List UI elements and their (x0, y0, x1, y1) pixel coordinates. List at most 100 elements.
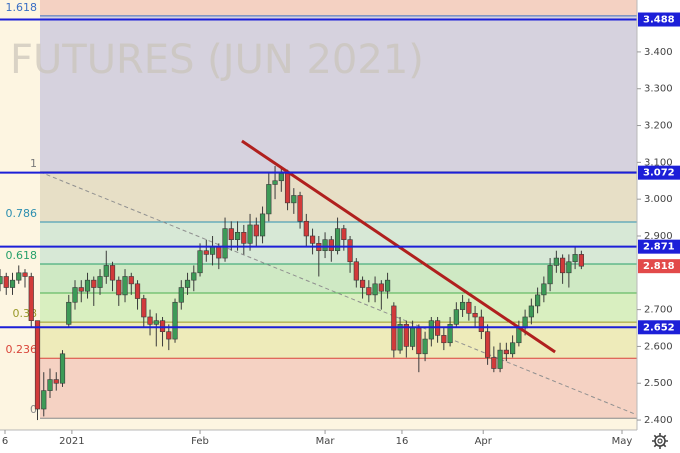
candle-body (34, 320, 41, 410)
x-tick-label: Mar (316, 436, 336, 447)
x-tick-label: Apr (475, 436, 493, 447)
candle-body (134, 283, 141, 299)
candle-body (84, 279, 91, 292)
candle-body (309, 235, 316, 244)
candle-body (116, 279, 122, 296)
candle-body (178, 287, 184, 303)
candle-body (409, 327, 416, 347)
fib-label: 0.786 (6, 207, 38, 220)
candle-body (103, 265, 109, 277)
candle-body (122, 276, 128, 296)
candle-body (553, 257, 559, 266)
candle-body (28, 276, 34, 321)
candle-body (291, 195, 297, 204)
y-tick-label: 3.400 (644, 47, 673, 58)
candle-body (547, 265, 553, 285)
x-tick-label: May (612, 436, 633, 447)
candle-body (172, 301, 178, 340)
level-tag-label: 3.488 (643, 15, 675, 26)
candle-body (272, 180, 278, 185)
candle-body (453, 309, 459, 325)
gear-teeth (652, 433, 668, 449)
y-tick-label: 2.600 (644, 341, 673, 352)
candle-body (91, 279, 97, 288)
candle-body (541, 283, 547, 296)
price-axis (637, 0, 680, 453)
candle-body (535, 294, 541, 307)
candle-body (428, 320, 434, 340)
candle-body (47, 379, 53, 391)
fib-zone (40, 0, 637, 16)
fib-zone (40, 171, 637, 222)
fib-label: 1 (30, 157, 37, 170)
candle-body (72, 287, 78, 303)
fib-label: 0.618 (6, 249, 38, 262)
settings-icon[interactable] (652, 433, 668, 449)
y-tick-label: 3.000 (644, 194, 673, 205)
fib-label: 0 (30, 403, 37, 416)
candle-body (341, 228, 347, 240)
candle-body (166, 331, 172, 340)
y-tick-label: 2.400 (644, 415, 673, 426)
candle-body (353, 261, 359, 281)
candle-body (459, 301, 466, 310)
candle-body (297, 195, 303, 222)
candle-body (159, 320, 166, 333)
candle-body (78, 287, 84, 292)
y-tick-label: 3.300 (644, 84, 673, 95)
candle-body (528, 305, 534, 318)
level-tag-label: 2.871 (643, 242, 675, 253)
candle-body (416, 327, 422, 355)
candle-body (141, 298, 147, 318)
level-tag (638, 12, 680, 27)
candle-body (3, 276, 9, 288)
y-tick-label: 2.900 (644, 231, 673, 242)
candle-body (184, 279, 191, 288)
last-price-label: 2.818 (643, 261, 675, 272)
candle-body (266, 184, 272, 215)
candle-body (472, 312, 478, 318)
candle-body (209, 246, 216, 255)
candle-body (259, 213, 266, 237)
level-tag-label: 2.652 (643, 322, 675, 333)
y-tick-label: 2.700 (644, 305, 673, 316)
candle-body (59, 353, 66, 384)
candle-body (228, 228, 234, 240)
y-tick-label: 3.100 (644, 157, 673, 168)
candle-body (53, 379, 59, 384)
candle-body (234, 232, 241, 240)
candle-body (128, 276, 134, 285)
candle-body (22, 272, 28, 277)
fib-zone (40, 358, 637, 419)
candle-body (572, 254, 578, 263)
candle-body (191, 272, 197, 281)
dashed-line (39, 171, 638, 416)
candle-body (560, 257, 566, 274)
x-tick-label: Feb (191, 436, 209, 447)
time-axis (0, 430, 637, 453)
y-tick-label: 2.500 (644, 378, 673, 389)
candle-body (328, 239, 334, 252)
watermark: FUTURES (JUN 2021) (10, 37, 424, 83)
fib-zone (40, 293, 637, 323)
candle-body (466, 301, 472, 314)
candle-body (303, 220, 309, 237)
candle-body (378, 283, 384, 292)
candle-body (216, 246, 222, 259)
candle-body (384, 279, 391, 292)
candle-body (153, 320, 159, 325)
candle-body (447, 324, 453, 344)
x-tick-label: 2021 (59, 436, 84, 447)
fib-zone (40, 15, 637, 172)
candle-body (566, 261, 572, 274)
x-tick-label: 16 (396, 436, 409, 447)
candle-body (484, 331, 491, 358)
candle-body (253, 224, 259, 237)
candle-body (241, 232, 247, 244)
gear-hub (657, 438, 663, 444)
candle-body (372, 283, 378, 296)
candle-body (422, 338, 428, 355)
candle-body (578, 254, 584, 267)
candle-body (510, 342, 516, 355)
candle-body (197, 250, 203, 274)
